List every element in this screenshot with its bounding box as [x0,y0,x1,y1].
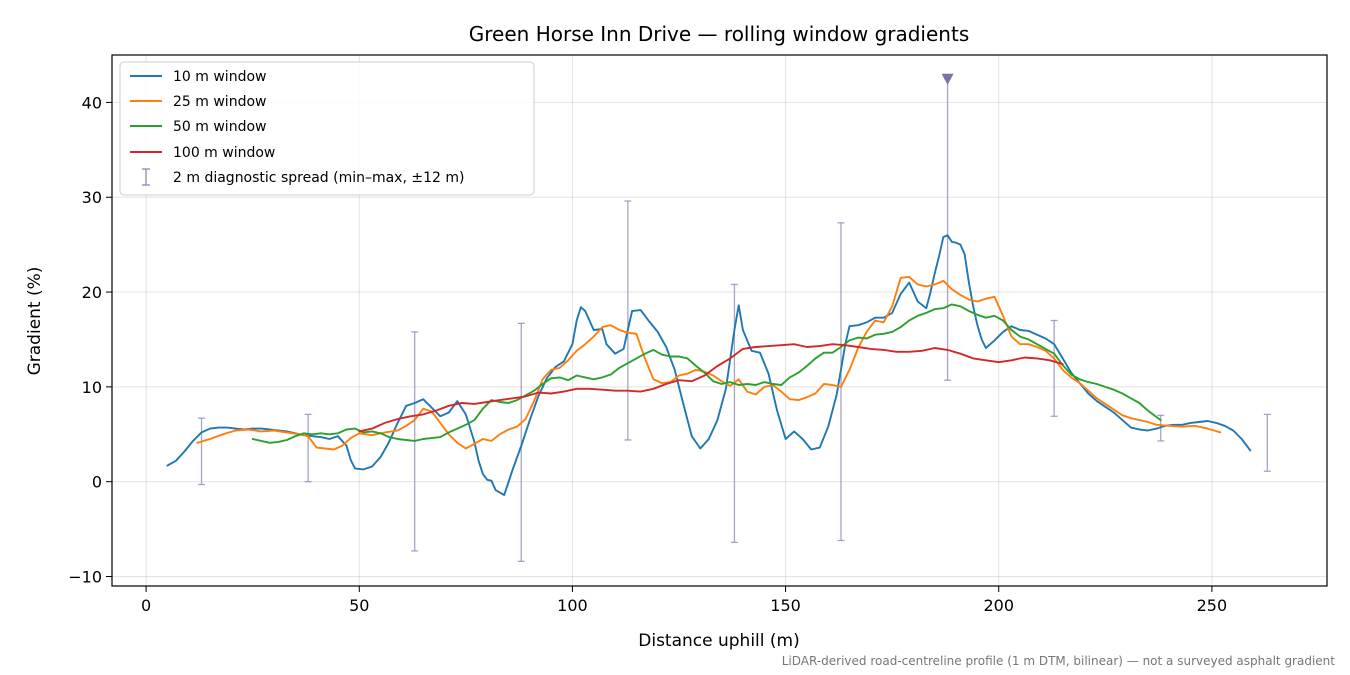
x-tick-label: 50 [349,596,369,615]
spread-marker-triangle [941,73,954,85]
footnote: LiDAR-derived road-centreline profile (1… [782,654,1336,668]
legend-box [119,61,535,196]
y-tick-label: −10 [68,568,102,587]
error-bar-3 [517,322,525,562]
y-axis-ticks: −10 0 10 20 30 40 [68,93,112,587]
chart-title: Green Horse Inn Drive — rolling window g… [469,22,969,46]
series-line-3 [251,303,1162,444]
plot-frame [111,54,1328,587]
series-line-1 [166,234,1252,496]
legend: 10 m window 25 m window 50 m window 100 m w… [119,61,535,196]
legend-label-errorbars: 2 m diagnostic spread (min–max, ±12 m) [173,170,464,186]
error-bar-8 [1050,319,1058,417]
y-tick-label: 30 [82,188,102,207]
legend-label-2: 25 m window [173,94,266,110]
error-bar-1 [304,413,312,483]
series-lines [166,234,1252,496]
y-tick-label: 40 [82,93,102,112]
y-tick-label: 20 [82,283,102,302]
y-tick-label: 0 [92,473,102,492]
x-axis-label: Distance uphill (m) [638,631,799,651]
error-bar-0 [198,417,206,486]
legend-label-4: 100 m window [173,145,275,161]
x-tick-label: 200 [983,596,1014,615]
x-axis-ticks: 0 50 100 150 200 250 [141,586,1227,615]
series-line-2 [196,275,1222,451]
y-tick-label: 10 [82,378,102,397]
legend-label-3: 50 m window [173,119,266,135]
error-bar-6 [837,222,845,542]
x-tick-label: 250 [1197,596,1228,615]
spread-marker [941,73,954,85]
y-axis-label: Gradient (%) [25,267,45,376]
x-tick-label: 150 [770,596,801,615]
series-line-4 [358,343,1064,433]
x-tick-label: 0 [141,596,151,615]
grid-lines [112,55,1327,586]
x-tick-label: 100 [557,596,588,615]
legend-label-1: 10 m window [173,69,266,85]
error-bar-4 [624,200,632,441]
error-bar-10 [1263,413,1271,472]
